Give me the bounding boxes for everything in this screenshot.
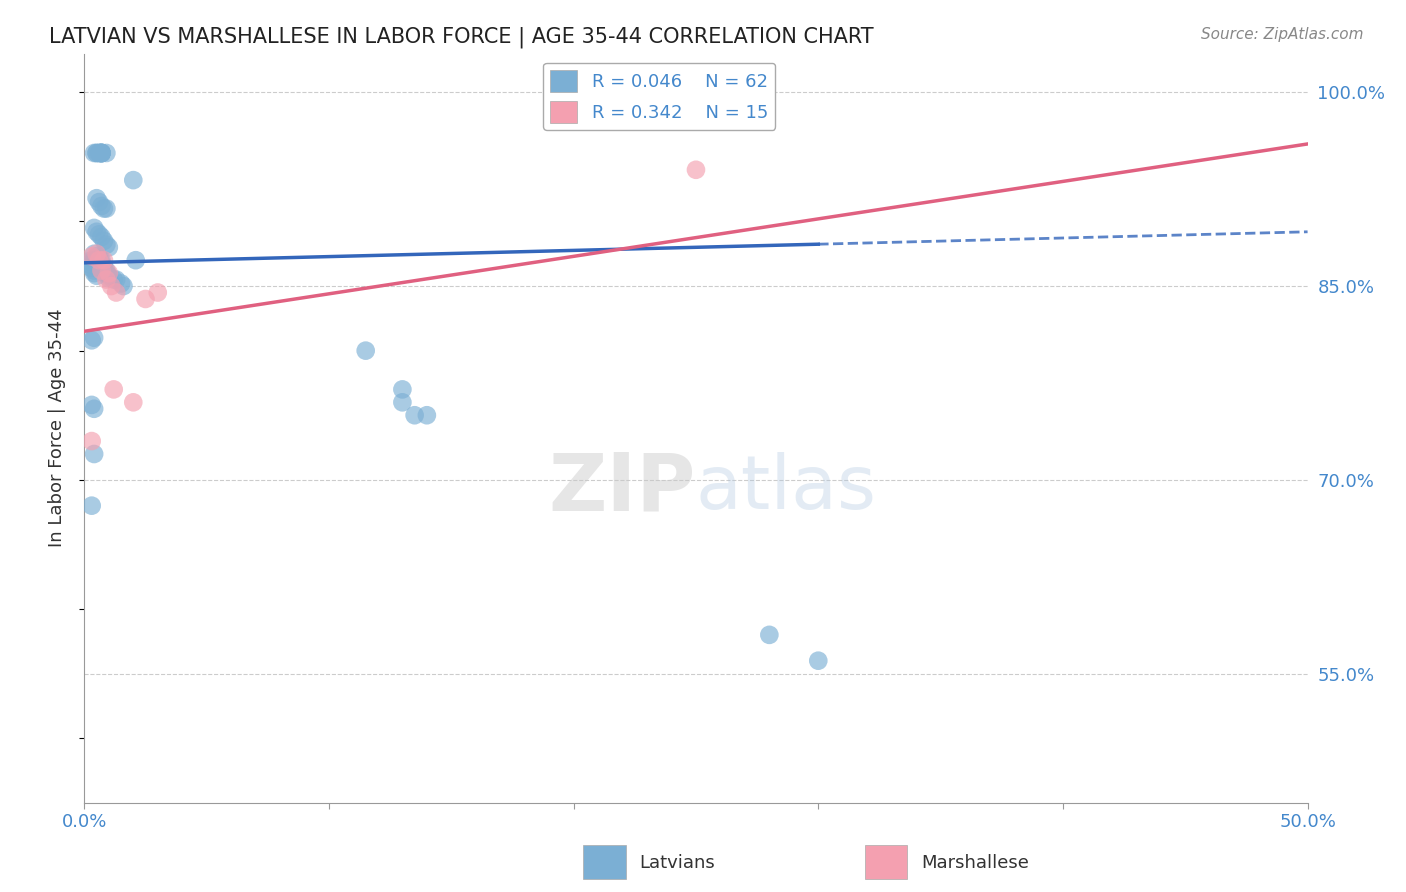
Point [80, 253, 103, 268]
Point [93, 234, 115, 248]
Point [83, 266, 105, 280]
Point [90, 146, 112, 161]
Point [87, 251, 110, 265]
Point [80, 260, 103, 275]
Point [80, 256, 103, 270]
Point [80, 249, 103, 263]
Point [87, 227, 110, 242]
FancyBboxPatch shape [583, 845, 626, 879]
Point [122, 395, 145, 409]
Point [86, 246, 108, 260]
Point [105, 272, 128, 286]
Point [96, 202, 118, 216]
Point [97, 266, 120, 280]
Point [90, 146, 112, 161]
Point [354, 343, 377, 358]
Point [96, 272, 118, 286]
Point [80, 398, 103, 412]
Text: Source: ZipAtlas.com: Source: ZipAtlas.com [1201, 27, 1364, 42]
Point [93, 260, 115, 274]
Point [416, 409, 439, 423]
Point [83, 331, 105, 345]
Point [90, 146, 112, 161]
Point [135, 292, 157, 306]
Point [93, 202, 115, 216]
Point [90, 146, 112, 161]
Text: ZIP: ZIP [548, 449, 696, 527]
Point [100, 279, 122, 293]
Point [807, 654, 830, 668]
Point [93, 262, 115, 277]
Point [87, 253, 110, 268]
Point [110, 277, 132, 291]
Text: LATVIAN VS MARSHALLESE IN LABOR FORCE | AGE 35-44 CORRELATION CHART: LATVIAN VS MARSHALLESE IN LABOR FORCE | … [49, 27, 875, 48]
Point [391, 395, 413, 409]
Point [391, 383, 413, 397]
Point [90, 199, 112, 213]
Point [96, 266, 118, 280]
Point [758, 628, 780, 642]
Legend: R = 0.046    N = 62, R = 0.342    N = 15: R = 0.046 N = 62, R = 0.342 N = 15 [543, 62, 776, 130]
Point [90, 253, 112, 268]
Point [83, 146, 105, 161]
Point [86, 191, 108, 205]
Point [83, 263, 105, 277]
Point [90, 146, 112, 161]
Point [97, 271, 120, 285]
Point [80, 334, 103, 348]
Point [86, 268, 108, 283]
Point [96, 237, 118, 252]
Point [404, 409, 426, 423]
Point [96, 146, 118, 161]
Point [90, 263, 112, 277]
Point [87, 195, 110, 210]
Point [90, 146, 112, 161]
Point [93, 253, 115, 268]
Point [97, 268, 120, 283]
Point [96, 263, 118, 277]
Point [122, 173, 145, 187]
Point [90, 230, 112, 244]
Point [103, 383, 125, 397]
Y-axis label: In Labor Force | Age 35-44: In Labor Force | Age 35-44 [48, 309, 66, 548]
Point [80, 499, 103, 513]
Point [685, 162, 707, 177]
Point [103, 272, 125, 286]
Point [83, 447, 105, 461]
Point [83, 253, 105, 268]
Point [83, 401, 105, 416]
Text: atlas: atlas [696, 451, 877, 524]
Point [86, 225, 108, 239]
Point [87, 146, 110, 161]
Point [90, 256, 112, 270]
Point [86, 146, 108, 161]
Point [90, 146, 112, 161]
Point [80, 259, 103, 273]
Point [105, 285, 128, 300]
Point [86, 249, 108, 263]
Point [146, 285, 169, 300]
Point [97, 240, 120, 254]
Point [83, 246, 105, 260]
FancyBboxPatch shape [865, 845, 907, 879]
Point [112, 279, 135, 293]
Point [83, 221, 105, 235]
Point [86, 146, 108, 161]
Point [80, 434, 103, 448]
Text: Marshallese: Marshallese [921, 855, 1029, 872]
Point [87, 146, 110, 161]
Point [125, 253, 148, 268]
Text: Latvians: Latvians [640, 855, 716, 872]
